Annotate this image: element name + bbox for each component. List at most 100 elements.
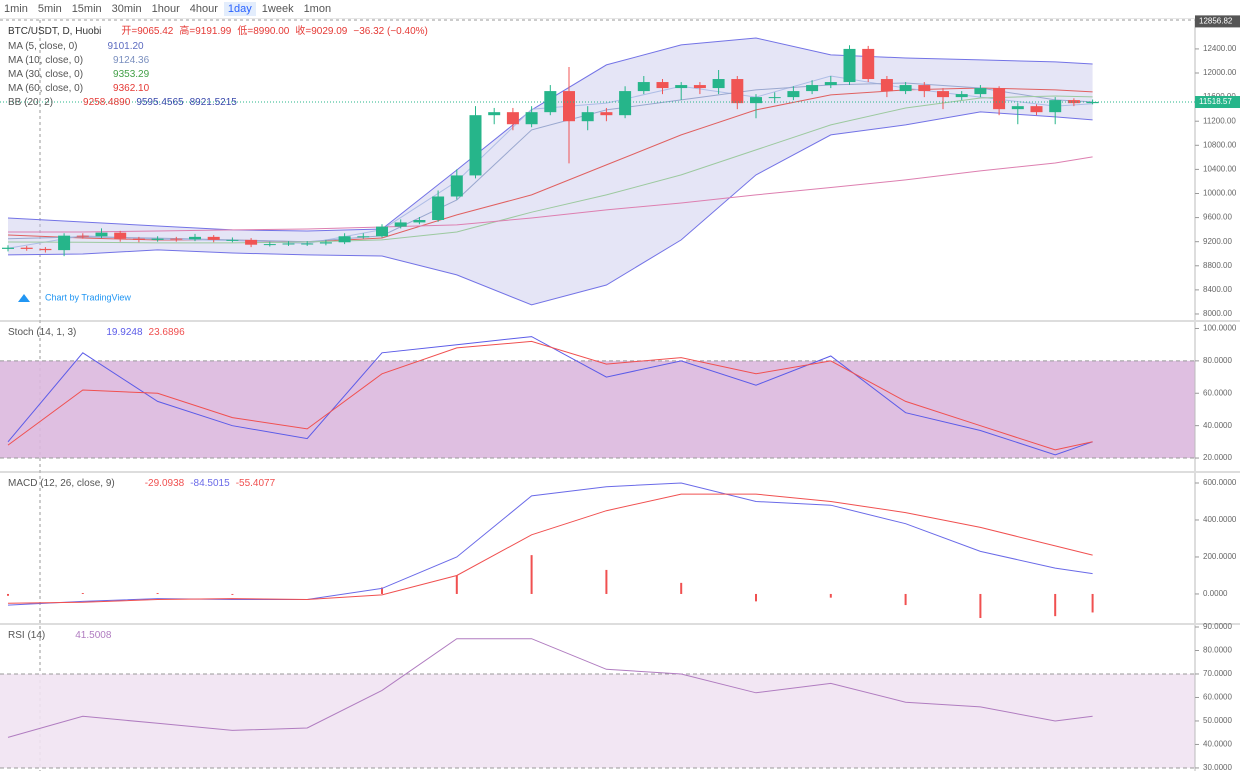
candle-body [20,247,33,249]
candle-body [1086,101,1099,104]
candle-body [712,79,725,89]
candle-body [1049,100,1062,113]
candle-body [880,79,893,92]
watermark-logo [18,294,30,302]
candle-body [544,91,557,113]
series-line [7,340,1093,451]
series-value: -84.5015 [190,478,230,489]
axis-bg [1195,322,1240,471]
panel-title: Stoch (14, 1, 3) [8,327,76,338]
candle-body [394,222,407,227]
candle-body [693,85,706,89]
interval-button[interactable]: 1mon [303,3,332,15]
chart-legend: BTC/USDT, D, Huobi 开=9065.42 高=9191.99 低=89… [8,24,428,37]
candle-body [114,232,127,239]
y-tick-label: 10400.00 [1203,165,1237,174]
candle-body [357,236,370,238]
interval-button[interactable]: 15min [71,3,102,15]
interval-button[interactable]: 5min [37,3,62,15]
toolbar: 1min 5min 15min 30min 1hour 4hour 1day 1week 1mo… [0,0,1240,19]
indicator-legend: MA (10, close, 0) 9124.36 [8,55,150,66]
candle-body [76,235,89,237]
candle-body [768,97,781,99]
y-tick-label: 0.0000 [1203,589,1228,598]
histogram-bar [7,593,9,596]
y-tick-label: 50.0000 [1203,716,1232,725]
candle-body [974,88,987,95]
y-tick-label: 8400.00 [1203,285,1232,294]
candle-body [600,112,613,116]
interval-button[interactable]: 1week [261,3,294,15]
indicator-value: 9362.10 [113,83,150,94]
y-tick-label: 90.0000 [1203,622,1232,631]
candle-body [675,85,688,89]
candle-body [899,85,912,92]
candle-body [245,239,258,245]
interval-button[interactable]: 1hour [151,3,180,15]
panel-title: MACD (12, 26, close, 9) [8,478,115,489]
histogram-bar [1054,593,1057,617]
y-tick-label: 80.0000 [1203,646,1232,655]
y-tick-label: 200.0000 [1203,552,1237,561]
candle-body [319,242,332,244]
axis-bg [1195,20,1240,320]
candle-body [581,112,594,122]
series-value: 41.5008 [75,630,112,641]
y-tick-label: 400.0000 [1203,515,1237,524]
y-tick-label: 8000.00 [1203,309,1232,318]
candle-body [525,112,538,125]
series-value: -29.0938 [145,478,185,489]
candle-body [619,91,632,116]
series-line [7,482,1093,606]
y-tick-label: 10000.00 [1203,189,1237,198]
series-line [7,493,1093,604]
indicator-value: 9353.29 [113,69,150,80]
candle-body [787,91,800,98]
candle-body [207,236,220,240]
histogram-bar [156,593,159,594]
histogram-bar [530,555,533,594]
indicator-name: MA (10, close, 0) [8,55,83,66]
candle-body [263,244,276,246]
candle-body [506,112,519,125]
histogram-bar [81,593,84,594]
last-price-label: 11518.57 [1199,97,1232,106]
candle-body [955,94,968,98]
axis-bg [1195,625,1240,771]
candle-body [637,82,650,92]
panel-legend: Stoch (14, 1, 3) 19.9248 23.6896 [8,327,185,338]
series-value: 19.9248 [106,327,143,338]
candle-body [750,97,762,104]
ma-line [8,156,1093,233]
candle-body [282,243,295,245]
series-line [7,638,1093,738]
interval-button[interactable]: 1min [4,3,28,15]
y-tick-label: 10800.00 [1203,140,1237,149]
axis-bg [1195,473,1240,623]
candle-body [58,235,71,251]
candle-body [656,82,669,89]
candle-body [376,226,388,237]
y-tick-label: 12400.00 [1203,44,1237,53]
interval-button[interactable]: 1day [223,2,256,16]
indicator-value: 9124.36 [113,55,150,66]
interval-button[interactable]: 30min [111,3,142,15]
histogram-bar [231,593,234,595]
candle-body [563,91,575,122]
candle-body [338,236,351,243]
indicator-legend: MA (30, close, 0) 9353.29 [8,69,150,80]
bb-value: 9258.4890 [83,97,131,108]
candle-body [301,243,314,245]
histogram-bar [455,575,458,594]
candle-body [226,239,239,241]
series-line [7,336,1093,456]
y-tick-label: 70.0000 [1203,669,1232,678]
interval-button[interactable]: 4hour [189,3,218,15]
y-tick-label: 9200.00 [1203,237,1232,246]
candle-body [918,85,931,92]
ohlc-value: 高=9191.99 [179,24,231,37]
bb-value: 9595.4565 [136,97,184,108]
y-tick-label: 40.0000 [1203,740,1232,749]
